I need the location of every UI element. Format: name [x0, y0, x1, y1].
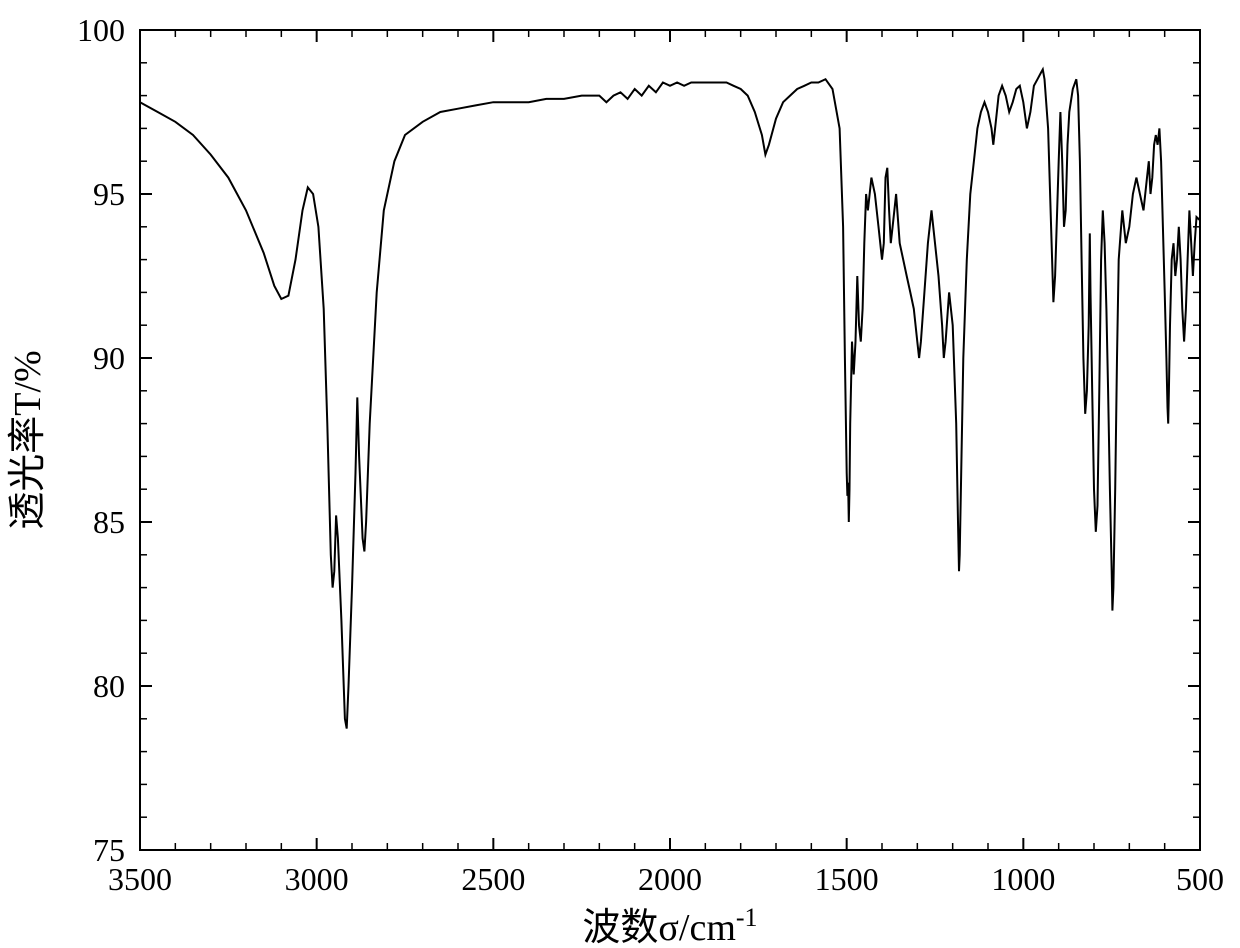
x-tick-label: 1000 [991, 861, 1055, 897]
y-axis-label: 透光率T/% [7, 350, 49, 529]
y-tick-label: 80 [93, 668, 125, 704]
spectrum-trace [140, 69, 1200, 728]
y-tick-label: 75 [93, 832, 125, 868]
ir-spectrum-chart: 3500300025002000150010005007580859095100… [0, 0, 1240, 948]
x-axis-label: 波数σ/cm-1 [582, 903, 757, 948]
x-tick-label: 3000 [285, 861, 349, 897]
x-tick-label: 2000 [638, 861, 702, 897]
y-tick-label: 90 [93, 340, 125, 376]
y-tick-label: 95 [93, 176, 125, 212]
x-tick-label: 1500 [815, 861, 879, 897]
chart-svg: 3500300025002000150010005007580859095100… [0, 0, 1240, 948]
y-tick-label: 100 [77, 12, 125, 48]
x-tick-label: 2500 [461, 861, 525, 897]
y-tick-label: 85 [93, 504, 125, 540]
x-tick-label: 500 [1176, 861, 1224, 897]
